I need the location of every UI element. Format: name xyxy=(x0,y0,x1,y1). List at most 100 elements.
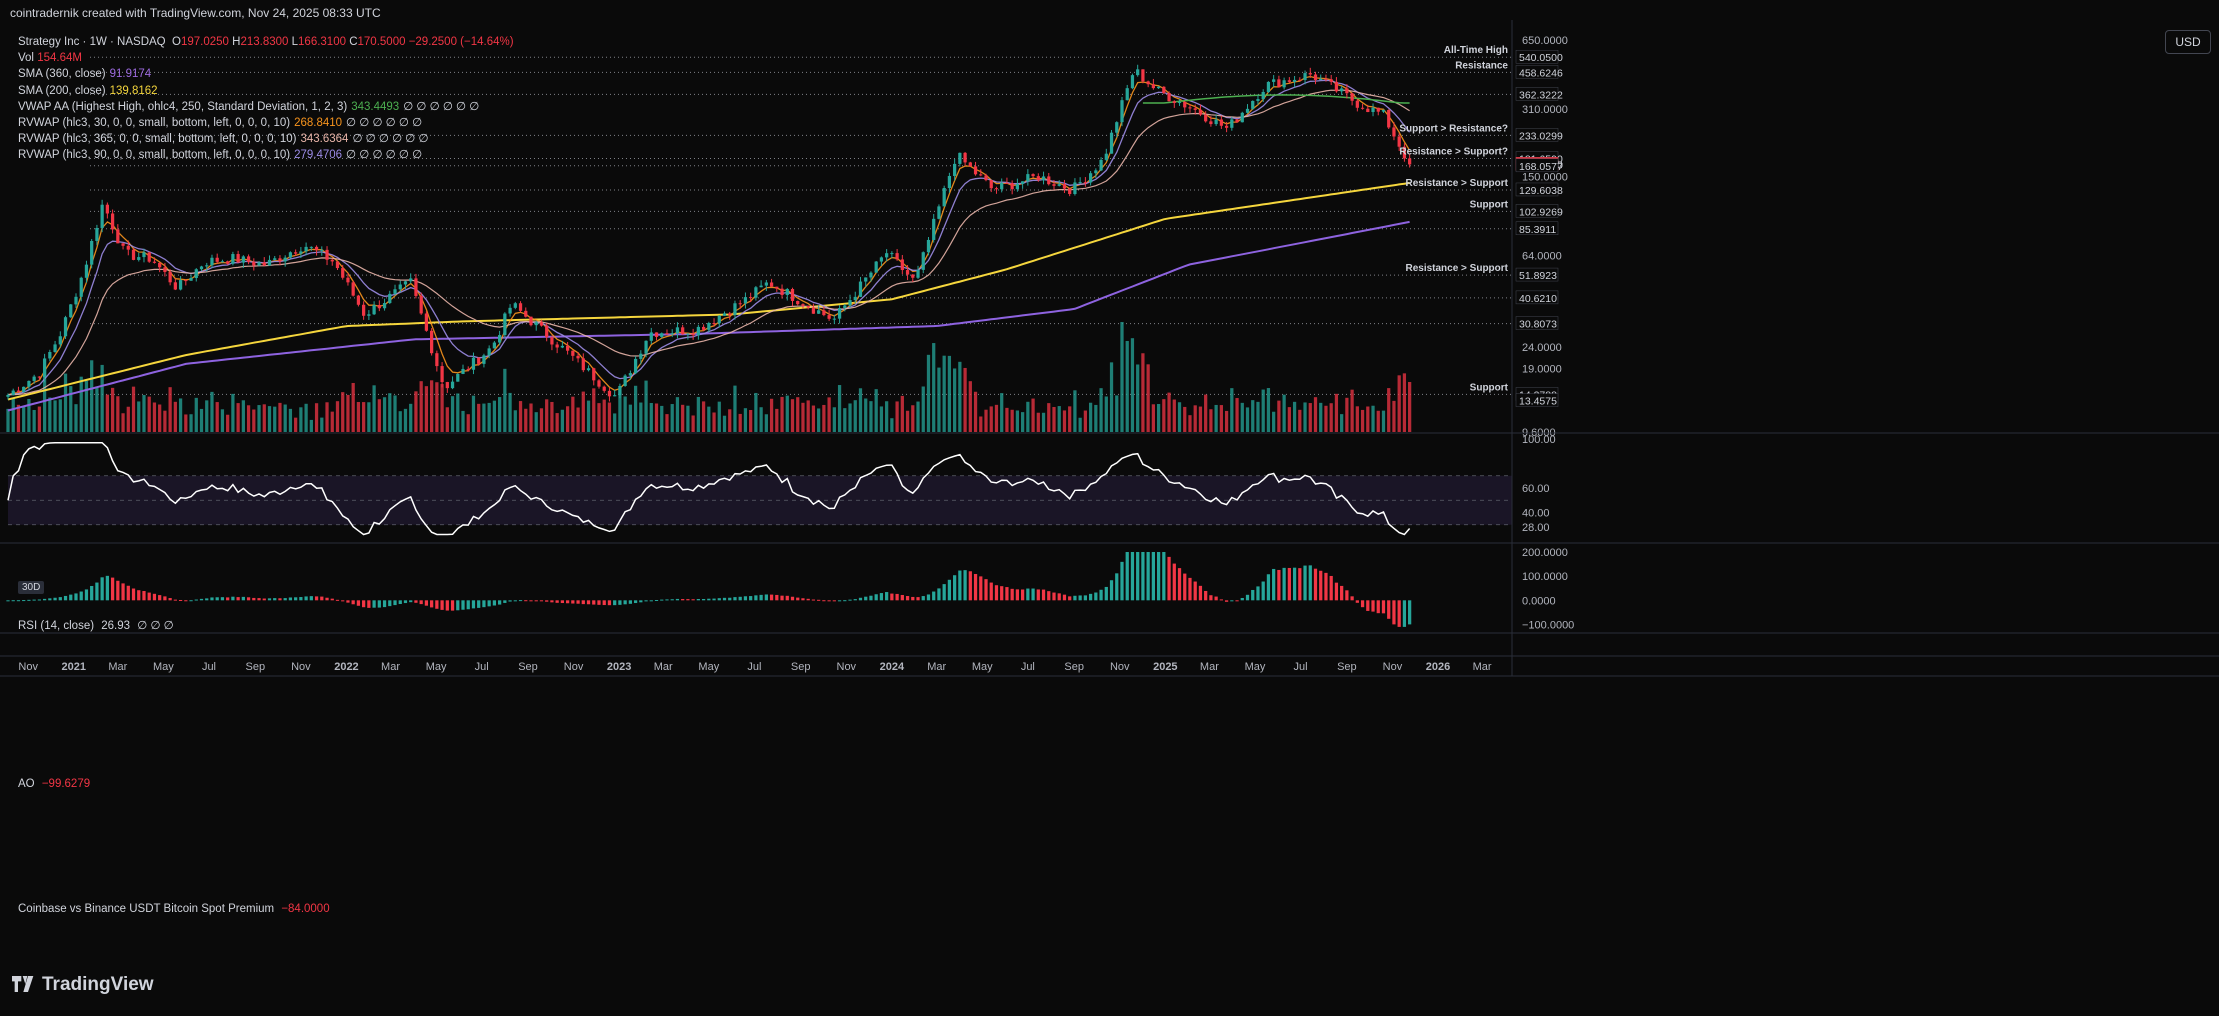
candle-body xyxy=(1167,93,1171,102)
price-tag-box xyxy=(1515,128,1559,142)
candle-body xyxy=(1036,176,1040,181)
candle-body xyxy=(1392,127,1396,137)
volume-bar xyxy=(492,400,497,432)
volume-bar xyxy=(780,396,784,432)
time-tick: Nov xyxy=(18,661,38,673)
volume-bar xyxy=(1141,353,1145,432)
candle-body xyxy=(827,315,831,319)
volume-bar xyxy=(1240,402,1244,432)
candle-body xyxy=(403,281,408,285)
ao-bar xyxy=(769,594,774,601)
time-tick: Jul xyxy=(202,661,216,673)
price-tick: 24.0000 xyxy=(1522,342,1562,354)
ao-bar xyxy=(633,600,638,604)
candle-body xyxy=(597,380,601,387)
volume-bar xyxy=(618,389,622,432)
candle-body xyxy=(215,257,219,262)
volume-bar xyxy=(1156,403,1161,432)
candle-body xyxy=(137,257,141,260)
time-tick: Nov xyxy=(1383,661,1403,673)
candle-body xyxy=(1172,101,1176,104)
volume-bar xyxy=(1172,399,1176,432)
volume-bar xyxy=(576,407,580,432)
volume-bar xyxy=(1036,412,1040,432)
volume-bar xyxy=(864,398,868,432)
candle-body xyxy=(477,357,481,364)
candle-body xyxy=(95,228,99,241)
price-tag-box xyxy=(1515,65,1559,79)
level-labels: All-Time High Resistance Support > Resista… xyxy=(1399,45,1508,393)
ao-bar xyxy=(728,597,732,601)
volume-bar xyxy=(450,396,455,432)
candle-body xyxy=(1287,80,1291,82)
rsi-tick: 40.00 xyxy=(1522,508,1550,520)
candle-body xyxy=(534,322,538,326)
volume-bar xyxy=(932,343,936,432)
level-label: Resistance xyxy=(1455,60,1508,71)
candle-body xyxy=(900,259,904,271)
volume-bar xyxy=(367,402,371,432)
candle-body xyxy=(749,297,753,299)
ao-bar xyxy=(524,600,528,602)
volume-bar xyxy=(388,393,392,432)
indicator-row: RVWAP (hlc3, 90, 0, 0, small, bottom, le… xyxy=(18,147,514,163)
volume-bar xyxy=(100,364,104,432)
volume-bar xyxy=(1329,403,1333,432)
volume-bar xyxy=(168,387,172,432)
candle-body xyxy=(273,258,277,260)
ao-bar xyxy=(1078,595,1082,601)
ao-bar xyxy=(979,576,983,601)
candle-body xyxy=(660,333,664,337)
candle-body xyxy=(1324,78,1328,80)
candle-body xyxy=(497,335,502,343)
indicator-name: RVWAP (hlc3, 30, 0, 0, small, bottom, le… xyxy=(18,117,291,130)
volume-bar xyxy=(565,406,570,432)
candle-body xyxy=(1015,183,1020,190)
ao-bar xyxy=(1282,567,1286,601)
volume-bar xyxy=(110,387,115,432)
candle-body xyxy=(1340,88,1344,92)
volume-bar xyxy=(670,404,674,432)
rvwap-path xyxy=(7,89,1410,396)
candle-body xyxy=(1177,102,1182,104)
ao-bar xyxy=(403,600,408,604)
candle-body xyxy=(492,342,497,349)
volume-bar xyxy=(1073,390,1077,432)
candle-body xyxy=(1083,182,1088,184)
ao-bar xyxy=(372,600,376,608)
volume-bar xyxy=(1350,389,1354,432)
ao-bar xyxy=(393,600,397,606)
volume-bar xyxy=(48,397,52,432)
ao-bar xyxy=(330,598,334,601)
ao-bar xyxy=(942,584,946,601)
volume-bar xyxy=(1136,364,1140,432)
candle-body xyxy=(147,252,151,262)
ao-bar xyxy=(1319,570,1323,601)
currency-button[interactable]: USD xyxy=(2165,30,2211,54)
ao-bar xyxy=(1151,552,1155,601)
indicator-row: SMA (200, close) 139.8162 xyxy=(18,83,514,99)
ao-bar xyxy=(1308,565,1312,601)
candle-body xyxy=(367,314,371,316)
volume-bar xyxy=(738,413,742,432)
volume-bar xyxy=(414,391,418,432)
volume-bar xyxy=(220,409,225,432)
ao-bar xyxy=(586,600,591,605)
volume-bar xyxy=(979,416,983,432)
candle-body xyxy=(1109,132,1114,154)
candle-body xyxy=(832,318,836,320)
ao-bar xyxy=(325,597,329,601)
ao-bar xyxy=(1251,589,1255,601)
candle-body xyxy=(926,239,931,253)
candle-body xyxy=(864,277,868,282)
ao-value: −99.6279 xyxy=(41,778,91,790)
candle-body xyxy=(1334,81,1339,92)
candle-body xyxy=(942,187,946,207)
volume-bar xyxy=(973,391,978,432)
volume-bar xyxy=(581,391,585,432)
candle-body xyxy=(790,289,795,301)
volume-bar xyxy=(550,401,554,432)
ao-bar xyxy=(152,593,157,601)
candle-body xyxy=(466,368,470,370)
